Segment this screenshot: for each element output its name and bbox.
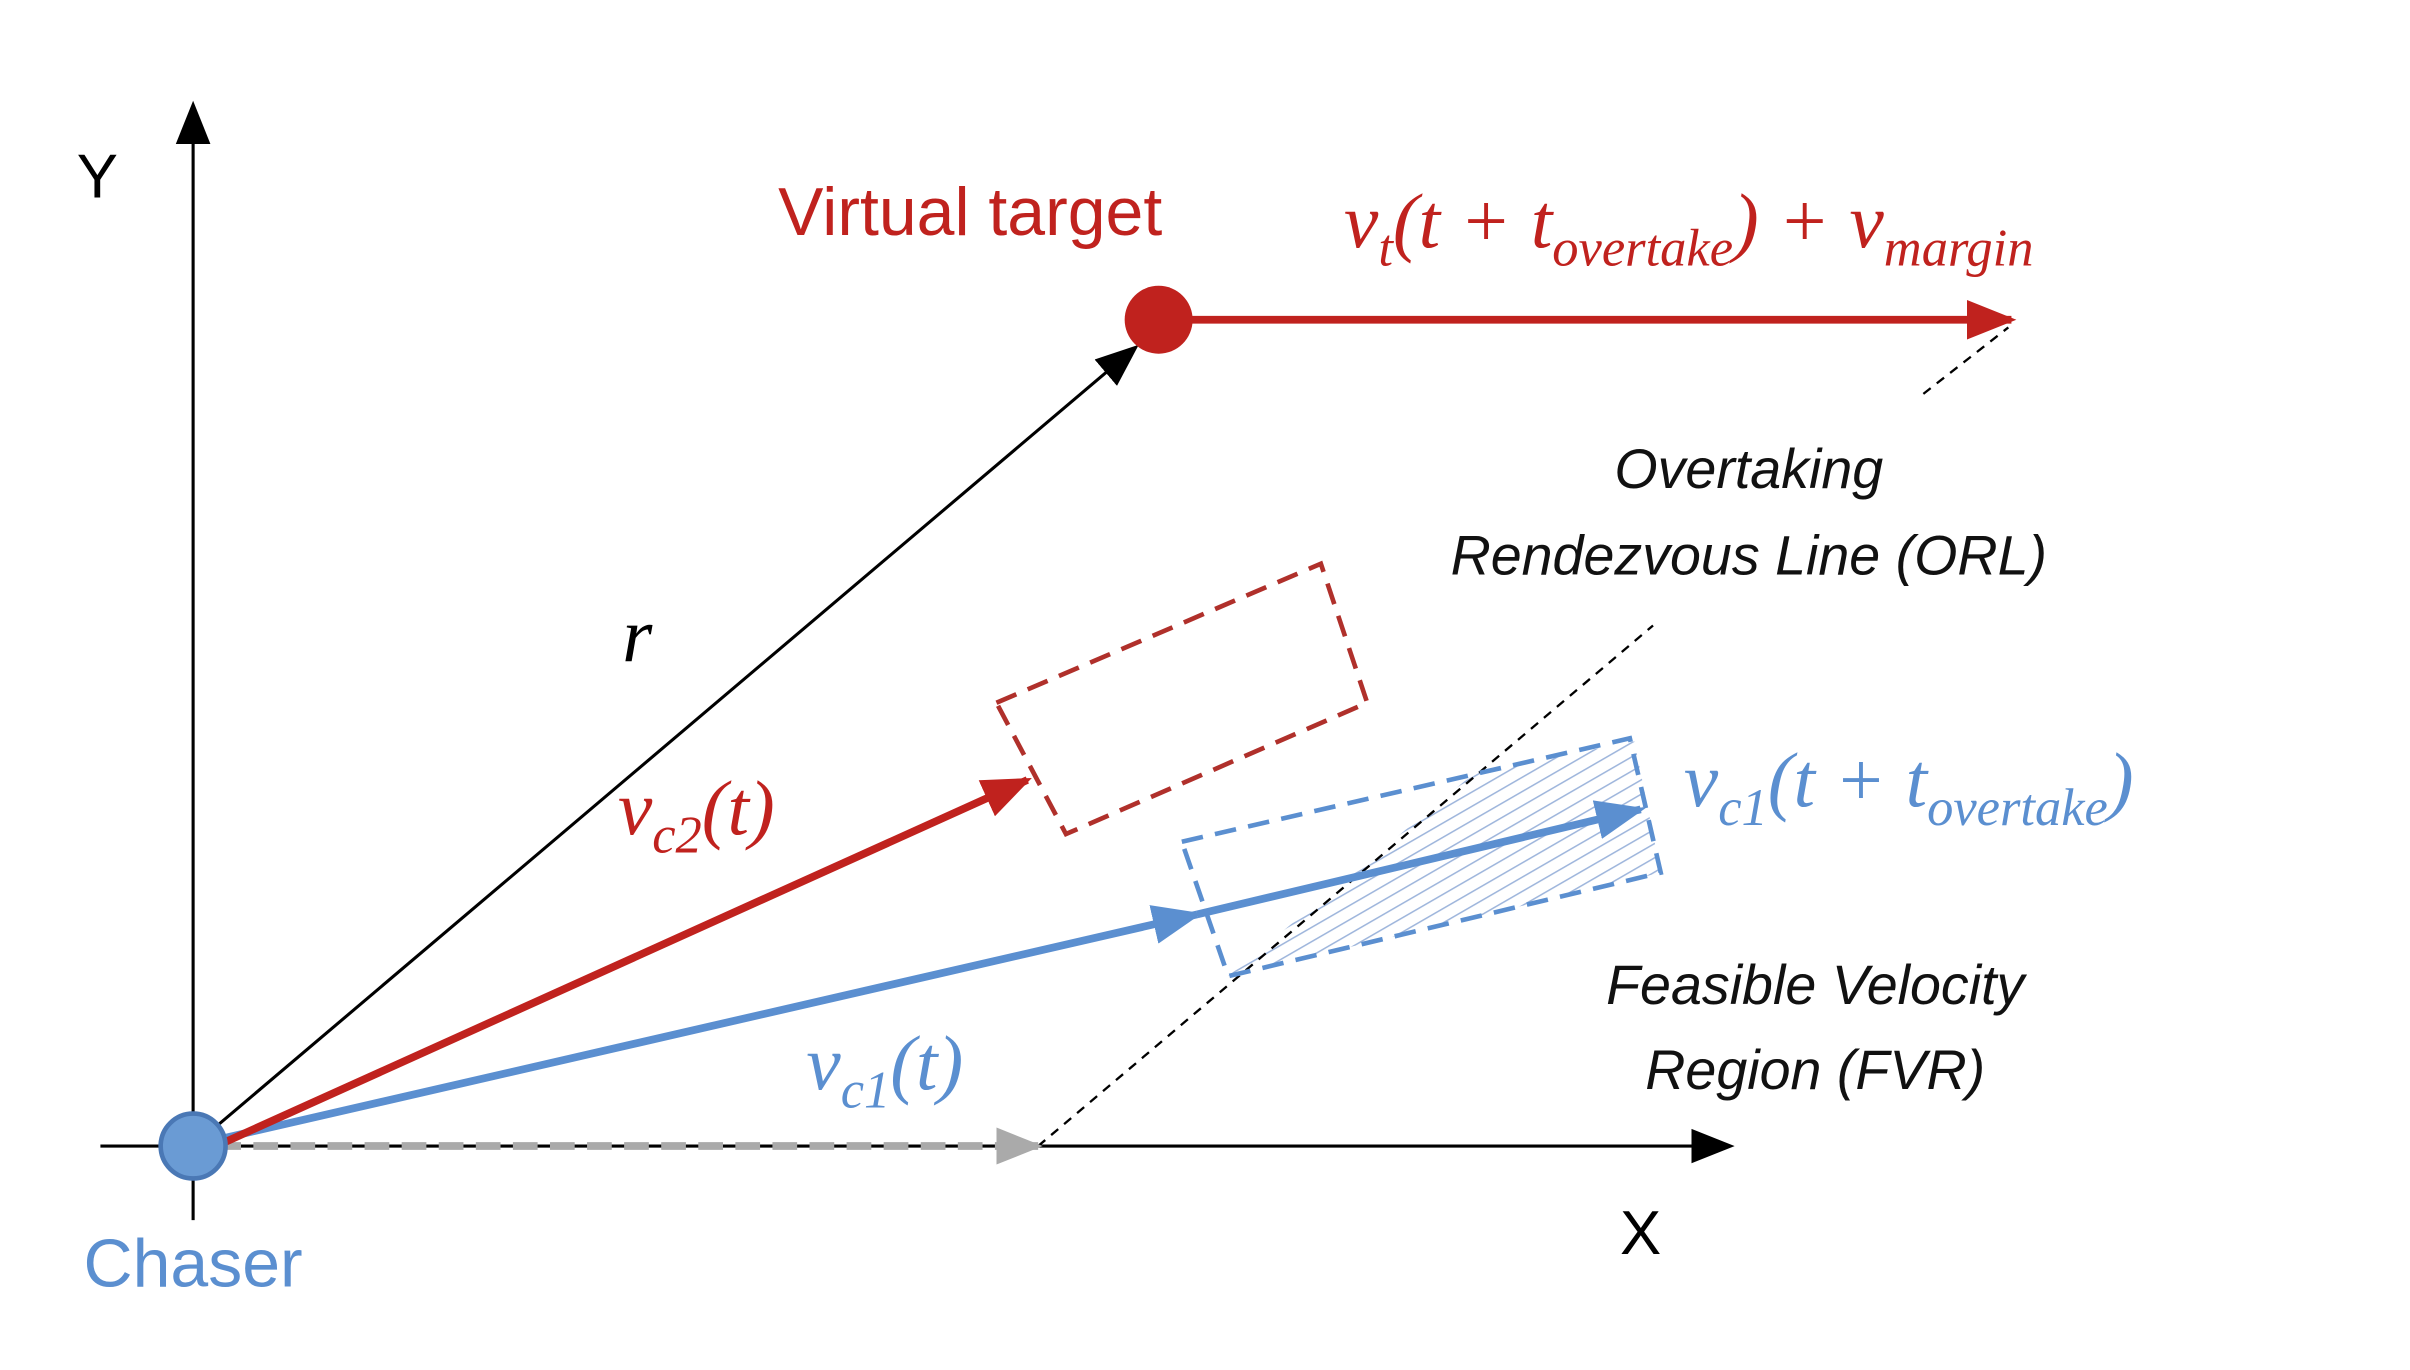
- vc2-vector: [214, 776, 1032, 1150]
- orl-label: Rendezvous Line (ORL): [1451, 525, 2047, 587]
- math-text: v: [1344, 178, 1379, 264]
- math-text: ) + v: [1729, 178, 1884, 264]
- math-text: ): [2104, 737, 2134, 823]
- orl-line: [1037, 624, 1654, 1147]
- x-label: X: [1620, 1199, 1661, 1268]
- math-text: (t): [890, 1020, 963, 1106]
- math-subscript: c1: [1718, 779, 1768, 837]
- math-text: (t + t: [1768, 737, 1929, 823]
- chaser-point: [158, 1111, 228, 1181]
- vc2-box: [993, 560, 1371, 838]
- chaser-label: Chaser: [84, 1226, 303, 1302]
- virtual-target-point: [1124, 285, 1193, 354]
- vc1-future-vector: [1196, 800, 1646, 919]
- vc1-box: [1178, 735, 1664, 979]
- math-subscript: margin: [1884, 220, 2034, 278]
- r-vector: [192, 344, 1139, 1148]
- math-text: v: [1684, 737, 1719, 823]
- vc2-label: vc2(t): [618, 765, 775, 865]
- virtual-target-label: Virtual target: [778, 174, 1162, 250]
- math-text: (t): [702, 765, 775, 851]
- math-subscript: overtake: [1927, 779, 2108, 837]
- orl-label: Overtaking: [1614, 438, 1883, 500]
- orl-line: [1922, 326, 2010, 395]
- math-subscript: c2: [652, 807, 702, 865]
- vc1-label: vc1(t): [806, 1020, 963, 1120]
- math-text: v: [806, 1020, 841, 1106]
- fvr-label: Region (FVR): [1645, 1039, 1985, 1101]
- target-velocity-label: vt(t + tovertake) + vmargin: [1344, 178, 2033, 278]
- y-label: Y: [77, 143, 118, 212]
- fvr-label: Feasible Velocity: [1606, 954, 2027, 1016]
- math-subscript: c1: [841, 1061, 891, 1119]
- vc1-future-label: vc1(t + tovertake): [1684, 737, 2134, 837]
- math-text: (t + t: [1393, 178, 1554, 264]
- r-label: r⃗: [622, 592, 712, 678]
- math-subscript: t: [1378, 220, 1394, 278]
- math-text: v: [618, 765, 653, 851]
- vc1-vector: [215, 905, 1203, 1144]
- math-subscript: overtake: [1552, 220, 1733, 278]
